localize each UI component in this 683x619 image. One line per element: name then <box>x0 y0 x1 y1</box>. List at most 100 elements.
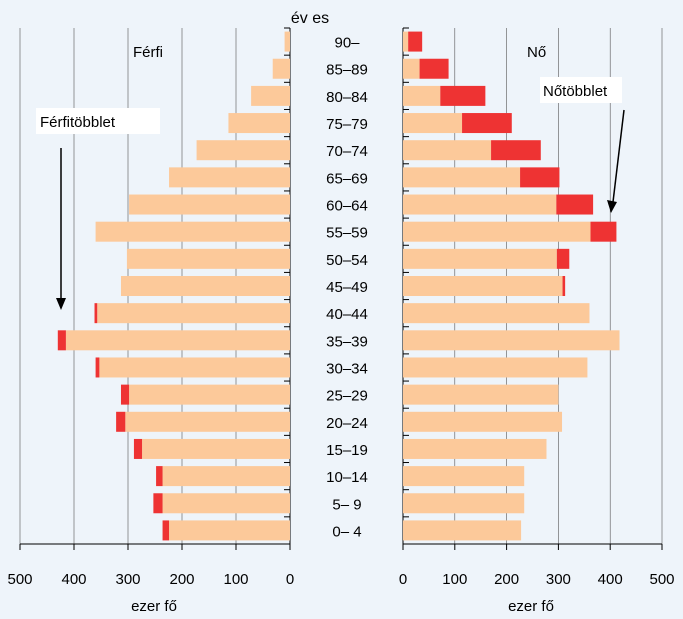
left-bar-0 <box>169 520 290 541</box>
right-bar-13 <box>403 167 521 188</box>
age-label-18: 90– <box>334 35 360 52</box>
left-bar-18 <box>284 31 290 52</box>
left-bars <box>57 31 291 541</box>
left-bar-12 <box>129 194 290 215</box>
left-tick-label: 400 <box>61 571 86 588</box>
right-bar-9 <box>403 276 563 296</box>
right-tick-label: 400 <box>598 571 623 588</box>
right-tick-label: 500 <box>649 571 674 588</box>
age-label-1: 5– 9 <box>332 496 361 513</box>
right-annotation-box <box>540 77 622 103</box>
left-bar-11 <box>95 221 290 242</box>
age-labels: 0– 4 5– 9 10–14 15–19 20–24 25–29 30–34 35–39 40… <box>326 35 368 541</box>
right-surplus-bar-10 <box>556 248 570 269</box>
right-bar-14 <box>403 140 492 161</box>
right-tick-label: 200 <box>494 571 519 588</box>
right-bar-16 <box>403 85 441 106</box>
right-surplus-bar-17 <box>419 58 449 79</box>
left-surplus-bar-6 <box>95 357 100 378</box>
right-bars <box>403 31 620 541</box>
right-bar-5 <box>403 384 559 405</box>
left-annotation: Férfitöbblet <box>40 114 116 131</box>
age-label-13: 65–69 <box>326 170 368 187</box>
left-bar-2 <box>162 466 290 487</box>
right-surplus-bar-11 <box>590 221 617 242</box>
age-axis-title: év es <box>291 10 329 27</box>
right-bar-7 <box>403 330 620 351</box>
right-surplus-bar-13 <box>520 167 560 188</box>
right-bar-8 <box>403 303 590 324</box>
left-surplus-bar-4 <box>116 411 126 432</box>
age-label-10: 50–54 <box>326 252 368 269</box>
left-surplus-bar-8 <box>94 303 98 324</box>
right-tick-label: 0 <box>399 571 407 588</box>
left-bar-16 <box>251 85 290 106</box>
right-annotation: Nőtöbblet <box>543 83 608 100</box>
tick-labels: 500 400 300 200 100 0 0 100 200 300 400 500 <box>7 571 674 588</box>
right-bar-15 <box>403 113 463 134</box>
left-surplus-bar-0 <box>162 520 170 541</box>
right-surplus-bar-18 <box>408 31 423 52</box>
right-surplus-bar-9 <box>562 276 566 296</box>
left-annotation-box <box>36 108 160 134</box>
right-bar-1 <box>403 493 525 514</box>
left-bar-9 <box>120 276 290 296</box>
left-surplus-bar-3 <box>133 438 143 459</box>
right-bar-12 <box>403 194 557 215</box>
right-bar-10 <box>403 248 557 269</box>
right-bar-0 <box>403 520 522 541</box>
left-bar-4 <box>125 411 290 432</box>
age-label-7: 35–39 <box>326 333 368 350</box>
age-label-16: 80–84 <box>326 89 368 106</box>
left-surplus-bar-1 <box>153 493 163 514</box>
age-label-4: 20–24 <box>326 415 368 432</box>
left-arrowhead <box>56 298 66 310</box>
age-label-0: 0– 4 <box>332 523 361 540</box>
age-label-15: 75–79 <box>326 116 368 133</box>
left-tick-label: 200 <box>169 571 194 588</box>
right-arrowhead <box>607 200 617 213</box>
age-label-11: 55–59 <box>326 225 368 242</box>
age-label-2: 10–14 <box>326 469 368 486</box>
right-bar-6 <box>403 357 588 378</box>
left-bar-10 <box>126 248 290 269</box>
left-panel-label: Férfi <box>133 44 163 61</box>
right-bar-4 <box>403 411 563 432</box>
left-tick-label: 100 <box>223 571 248 588</box>
left-tick-label: 0 <box>286 571 294 588</box>
age-label-9: 45–49 <box>326 279 368 296</box>
left-bar-5 <box>129 384 290 405</box>
right-bar-3 <box>403 438 547 459</box>
left-tick-label: 500 <box>7 571 32 588</box>
age-label-14: 70–74 <box>326 143 368 160</box>
right-tick-label: 100 <box>442 571 467 588</box>
right-xlabel: ezer fő <box>508 598 554 615</box>
left-bar-6 <box>99 357 290 378</box>
left-tick-label: 300 <box>115 571 140 588</box>
left-bar-14 <box>196 140 290 161</box>
age-label-12: 60–64 <box>326 198 368 215</box>
right-bar-2 <box>403 466 525 487</box>
right-annotation-arrow <box>612 109 625 203</box>
right-bar-17 <box>403 58 420 79</box>
age-label-5: 25–29 <box>326 388 368 405</box>
left-bar-15 <box>228 113 290 134</box>
age-label-8: 40–44 <box>326 306 368 323</box>
right-tick-label: 300 <box>546 571 571 588</box>
left-xlabel: ezer fő <box>131 598 177 615</box>
left-bar-1 <box>162 493 290 514</box>
right-surplus-bar-12 <box>556 194 594 215</box>
left-surplus-bar-5 <box>120 384 130 405</box>
age-label-6: 30–34 <box>326 360 368 377</box>
age-label-3: 15–19 <box>326 442 368 459</box>
left-surplus-bar-7 <box>57 330 66 351</box>
left-bar-8 <box>97 303 290 324</box>
age-label-17: 85–89 <box>326 62 368 79</box>
right-surplus-bar-16 <box>440 85 486 106</box>
left-surplus-bar-2 <box>156 466 163 487</box>
left-bar-17 <box>272 58 290 79</box>
left-bar-13 <box>169 167 290 188</box>
right-panel-label: Nő <box>527 44 546 61</box>
right-surplus-bar-14 <box>491 140 541 161</box>
